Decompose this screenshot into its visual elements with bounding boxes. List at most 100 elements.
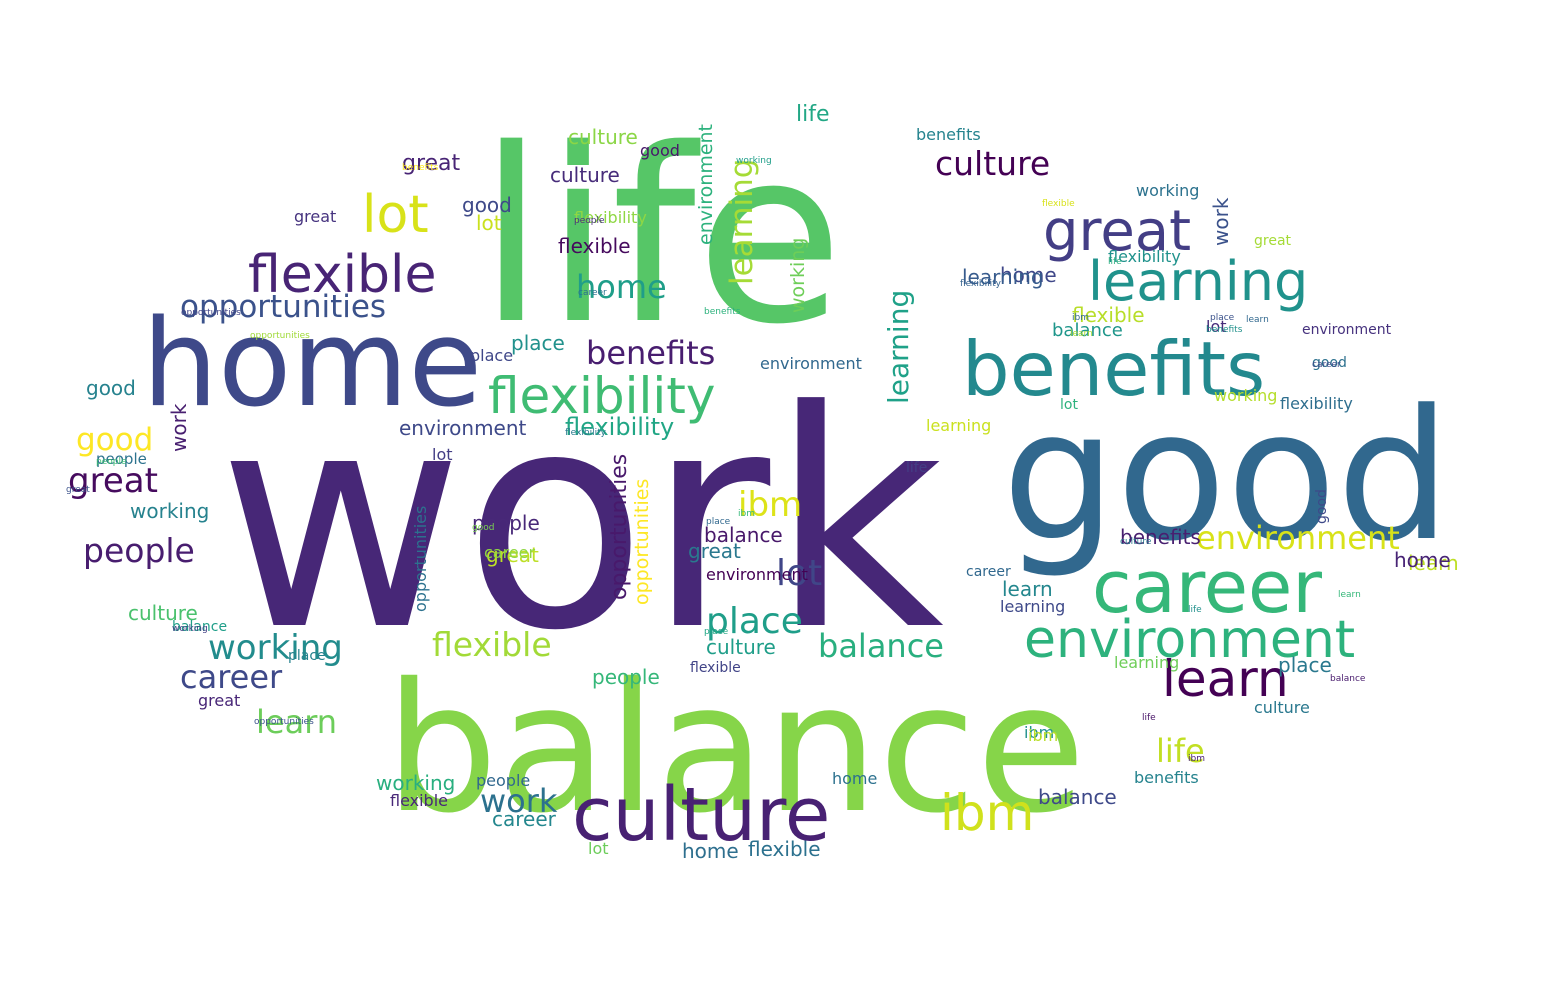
- cloud-word-place: place: [1210, 313, 1235, 323]
- cloud-word-great: great: [486, 543, 539, 567]
- cloud-word-great: great: [1254, 233, 1292, 249]
- cloud-word-people: people: [96, 450, 147, 468]
- cloud-word-learning: learning: [1088, 250, 1308, 313]
- cloud-word-place: place: [706, 601, 803, 642]
- cloud-word-place: place: [511, 331, 565, 355]
- cloud-word-opportunities: opportunities: [607, 454, 632, 600]
- cloud-word-benefits: benefits: [704, 307, 741, 317]
- cloud-word-good: good: [1314, 489, 1330, 524]
- cloud-word-great: great: [402, 151, 461, 176]
- cloud-word-work: work: [218, 347, 944, 696]
- cloud-word-environment: environment: [760, 354, 862, 373]
- cloud-word-learn: learn: [256, 703, 337, 741]
- cloud-word-flexibility: flexibility: [960, 279, 1002, 289]
- cloud-word-life: life: [1188, 605, 1202, 615]
- cloud-word-place: place: [1278, 653, 1332, 677]
- cloud-word-opportunities: opportunities: [180, 289, 386, 325]
- cloud-word-flexible: flexible: [748, 837, 821, 861]
- cloud-word-opportunities: opportunities: [411, 506, 430, 612]
- cloud-word-home: home: [1000, 263, 1057, 287]
- cloud-word-great: great: [198, 691, 240, 710]
- cloud-word-environment: environment: [399, 416, 527, 440]
- cloud-word-flexible: flexible: [690, 660, 741, 676]
- cloud-word-place: place: [288, 648, 326, 664]
- cloud-word-good: good: [472, 523, 494, 533]
- cloud-word-learning: learning: [1000, 597, 1065, 616]
- cloud-word-culture: culture: [706, 635, 776, 659]
- cloud-word-working: working: [376, 771, 455, 795]
- cloud-word-work: work: [1209, 197, 1233, 246]
- cloud-word-flexible: flexible: [390, 791, 448, 810]
- cloud-word-culture: culture: [550, 163, 620, 187]
- cloud-word-environment: environment: [1196, 519, 1400, 557]
- cloud-word-career: career: [966, 564, 1011, 580]
- cloud-word-home: home: [1394, 548, 1451, 572]
- cloud-word-benefits: benefits: [962, 325, 1265, 413]
- cloud-word-lot: lot: [432, 445, 453, 464]
- cloud-word-balance: balance: [1052, 320, 1123, 341]
- cloud-word-opportunities: opportunities: [250, 331, 310, 341]
- cloud-word-learn: learn: [1408, 551, 1459, 575]
- cloud-word-learn: learn: [1002, 577, 1053, 601]
- cloud-word-life: life: [1142, 713, 1156, 723]
- cloud-word-culture: culture: [572, 772, 830, 858]
- cloud-word-good: good: [640, 141, 680, 160]
- cloud-word-culture: culture: [1254, 698, 1310, 717]
- cloud-word-benefits: benefits: [586, 334, 715, 372]
- cloud-word-culture: culture: [128, 601, 198, 625]
- cloud-word-life: life: [796, 102, 830, 127]
- cloud-word-flexibility: flexibility: [565, 413, 674, 441]
- cloud-word-environment: environment: [695, 124, 717, 245]
- cloud-word-culture: culture: [935, 144, 1050, 183]
- cloud-word-career: career: [1092, 545, 1322, 629]
- cloud-word-flexibility: flexibility: [574, 208, 647, 227]
- cloud-word-benefits: benefits: [916, 125, 981, 144]
- cloud-word-career: career: [578, 288, 607, 298]
- cloud-word-balance: balance: [818, 627, 944, 665]
- cloud-word-people: people: [574, 216, 605, 226]
- cloud-word-learning: learning: [882, 290, 915, 404]
- cloud-word-opportunities: opportunities: [181, 308, 241, 318]
- cloud-word-lot: lot: [362, 185, 429, 245]
- cloud-word-lot: lot: [1060, 397, 1078, 413]
- cloud-word-flexible: flexible: [248, 245, 437, 305]
- cloud-word-working: working: [1214, 386, 1277, 405]
- cloud-word-environment: environment: [1302, 322, 1392, 338]
- cloud-word-learning: learning: [1114, 653, 1179, 672]
- cloud-word-opportunities: opportunities: [631, 479, 653, 605]
- cloud-word-working: working: [1136, 181, 1199, 200]
- cloud-word-balance: balance: [1330, 674, 1366, 684]
- cloud-word-life: life: [478, 97, 844, 377]
- cloud-word-home: home: [142, 295, 482, 434]
- cloud-word-work: work: [480, 782, 558, 820]
- cloud-word-learning: learning: [926, 416, 991, 435]
- cloud-word-good: good: [1312, 355, 1347, 371]
- cloud-word-balance: balance: [172, 619, 227, 635]
- cloud-word-career: career: [180, 658, 283, 696]
- cloud-word-home: home: [832, 769, 877, 788]
- cloud-word-place: place: [704, 627, 729, 637]
- cloud-word-good: good: [76, 422, 153, 458]
- cloud-word-ibm: ibm: [1024, 723, 1054, 742]
- cloud-word-life: life: [906, 460, 927, 476]
- cloud-word-home: home: [682, 839, 739, 863]
- cloud-word-ibm: ibm: [738, 485, 802, 525]
- cloud-word-culture: culture: [568, 125, 638, 149]
- cloud-word-flexible: flexible: [432, 625, 552, 664]
- cloud-word-life: life: [1156, 732, 1205, 770]
- cloud-word-flexible: flexible: [1072, 303, 1145, 327]
- cloud-word-ibm: ibm: [1028, 726, 1058, 745]
- cloud-word-working: working: [172, 624, 208, 634]
- cloud-word-ibm: ibm: [738, 509, 755, 519]
- cloud-word-learn: learn: [1246, 315, 1269, 325]
- cloud-word-balance: balance: [704, 523, 783, 547]
- cloud-word-work: work: [167, 403, 191, 452]
- cloud-word-good: good: [86, 376, 136, 400]
- cloud-word-lot: lot: [776, 553, 822, 594]
- cloud-word-great: great: [66, 485, 90, 495]
- cloud-word-life: life: [1108, 257, 1122, 267]
- cloud-word-benefits: benefits: [1206, 325, 1243, 335]
- cloud-word-lot: lot: [1206, 317, 1227, 336]
